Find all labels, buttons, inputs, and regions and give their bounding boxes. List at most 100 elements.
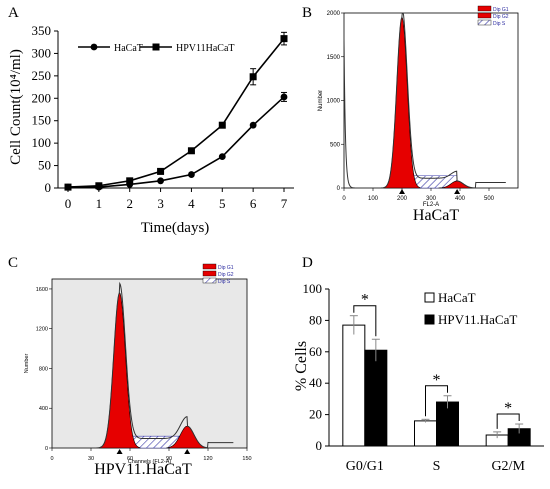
panel-a-x-tick-label: 4 xyxy=(188,196,195,211)
cPlot-legend-label: Dip G1 xyxy=(218,265,234,271)
cPlot-legend-swatch xyxy=(202,263,217,270)
panel-a-y-tick-label: 300 xyxy=(32,45,52,60)
panel-a-point-square xyxy=(249,73,257,81)
cPlot-y-tick-label: 400 xyxy=(39,406,48,412)
panel-d-bar-hacat xyxy=(342,324,366,447)
bPlot-peak-marker-1 xyxy=(454,189,461,194)
bPlot-x-tick-label: 400 xyxy=(455,196,466,202)
panel-c-histogram: C 0 30 60 90 120 150 0 400 800 1200 1600 Channels (… xyxy=(8,255,252,478)
bPlot-legend-label: Dip G1 xyxy=(493,7,509,13)
cPlot-x-tick-label: 30 xyxy=(88,456,94,462)
panel-a-y-tick-label: 150 xyxy=(32,113,52,128)
cPlot-legend-label: Dip G2 xyxy=(218,272,234,278)
panel-d-category-label: G0/G1 xyxy=(346,459,384,474)
panel-d-bar-chart: D 0 20 40 60 80 100 G0/G1 S G2/M * * * HaCaT HPV11.… xyxy=(293,255,544,474)
panel-a-legend-label: HaCaT xyxy=(114,43,143,54)
bPlot-x-tick-label: 300 xyxy=(426,196,437,202)
panel-a-x-tick-label: 1 xyxy=(96,196,103,211)
panel-d-legend-label: HPV11.HaCaT xyxy=(438,312,517,327)
panel-a-point-square xyxy=(187,147,195,155)
panel-d-y-tick-label: 80 xyxy=(309,312,322,327)
panel-d-ylabel: % Cells xyxy=(293,341,310,391)
bPlot-x-tick-label: 100 xyxy=(368,196,379,202)
panel-a-point-square xyxy=(157,167,165,175)
bPlot-y-tick-label: 1500 xyxy=(327,55,341,61)
panel-a-point-circle xyxy=(280,93,288,101)
panel-d-legend-swatch xyxy=(424,314,435,325)
panel-c-letter: C xyxy=(8,255,18,271)
panel-a-legend-marker xyxy=(152,43,160,51)
cPlot-peak-marker-0 xyxy=(116,449,123,454)
panel-d-significance-star: * xyxy=(504,400,512,417)
panel-a-point-square xyxy=(126,177,134,185)
panel-d-significance-star: * xyxy=(433,372,441,389)
bPlot-plot-frame xyxy=(343,12,519,189)
panel-a-axes: 0 50 100 150 200 250 300 350 0 1 2 3 4 5 6 7 xyxy=(32,23,294,211)
panel-a-point-square xyxy=(218,121,226,129)
panel-a-line-chart: A 0 50 100 150 200 250 300 350 0 1 2 3 4 5 6 7 HaCaT HPV… xyxy=(8,5,294,236)
panel-d-significance-bracket xyxy=(353,305,377,337)
panel-a-letter: A xyxy=(8,5,19,21)
panel-d-bar-hacat xyxy=(414,420,437,447)
panel-d-significance-star: * xyxy=(361,292,369,309)
bPlot-g1-peak xyxy=(383,16,421,189)
panel-d-y-tick-label: 0 xyxy=(316,438,323,453)
panel-a-series-line-1 xyxy=(67,38,285,188)
bPlot-xlabel: FL2-A xyxy=(423,202,439,208)
cPlot-y-tick-label: 800 xyxy=(39,366,48,372)
panel-a-point-circle xyxy=(218,153,226,161)
panel-a-y-tick-label: 100 xyxy=(32,135,52,150)
panel-a-y-tick-label: 50 xyxy=(38,158,51,173)
cPlot-legend-swatch xyxy=(202,277,217,284)
panel-a-series-line-0 xyxy=(68,96,285,188)
panel-a-point-circle xyxy=(188,171,195,178)
panel-a-x-tick-label: 2 xyxy=(126,196,133,211)
cPlot-xlabel: Channels (FL2-A) xyxy=(128,459,172,465)
bPlot-y-tick-label: 1000 xyxy=(327,99,341,105)
cPlot-legend-label: Dip S xyxy=(218,279,231,285)
cPlot-y-tick-label: 1200 xyxy=(36,327,48,333)
panel-d-legend-label: HaCaT xyxy=(438,290,476,305)
panel-d-y-tick-label: 40 xyxy=(309,375,322,390)
panel-b-histogram: B 0 100 200 300 400 500 0 500 1000 1500 2000 FL2-A N… xyxy=(302,5,519,224)
panel-a-marks xyxy=(64,31,288,191)
cPlot-plot-background xyxy=(52,279,247,448)
panel-a-x-tick-label: 3 xyxy=(157,196,164,211)
panel-a-x-tick-label: 5 xyxy=(219,196,226,211)
panel-a-point-circle xyxy=(249,121,257,129)
panel-a-y-tick-label: 0 xyxy=(45,180,52,195)
panel-a-xlabel: Time(days) xyxy=(141,220,210,236)
panel-a-y-tick-label: 350 xyxy=(32,23,52,38)
panel-a-y-tick-label: 200 xyxy=(32,90,52,105)
panel-a-legend: HaCaT HPV11HaCaT xyxy=(78,43,235,54)
panel-d-y-tick-label: 100 xyxy=(303,281,323,296)
panel-b-plot: 0 100 200 300 400 500 0 500 1000 1500 2000 FL2-A Num… xyxy=(318,5,519,208)
panel-a-x-tick-label: 7 xyxy=(281,196,288,211)
cPlot-histogram-outline xyxy=(52,281,234,449)
panel-a-x-tick-label: 0 xyxy=(65,196,72,211)
panel-d-bar-hpv11 xyxy=(364,349,388,447)
panel-d-category-label: G2/M xyxy=(491,459,525,474)
cPlot-peak-marker-1 xyxy=(184,449,191,454)
panel-a-point-square xyxy=(64,183,72,191)
panel-a-legend-marker xyxy=(90,43,98,51)
cPlot-y-tick-label: 1600 xyxy=(36,287,48,293)
bPlot-legend-swatch xyxy=(477,19,492,26)
bPlot-peak-marker-0 xyxy=(399,189,405,194)
bPlot-y-tick-label: 2000 xyxy=(327,11,341,17)
panel-a-x-tick-label: 6 xyxy=(250,196,257,211)
cPlot-x-tick-label: 0 xyxy=(50,456,53,462)
cPlot-x-tick-label: 120 xyxy=(203,456,212,462)
panel-d-letter: D xyxy=(302,255,313,271)
panel-a-legend-label: HPV11HaCaT xyxy=(176,43,235,54)
panel-b-title: HaCaT xyxy=(413,207,459,224)
cPlot-y-tick-label: 0 xyxy=(45,446,48,452)
panel-b-letter: B xyxy=(302,5,312,21)
panel-c-plot: 0 30 60 90 120 150 0 400 800 1200 1600 Channels (FL… xyxy=(24,263,252,465)
cPlot-x-tick-label: 90 xyxy=(166,456,172,462)
panel-d-bar-hpv11 xyxy=(436,401,459,447)
cPlot-x-tick-label: 60 xyxy=(127,456,133,462)
panel-d-category-label: S xyxy=(433,459,441,474)
panel-d-axes: 0 20 40 60 80 100 G0/G1 S G2/M xyxy=(303,281,544,474)
